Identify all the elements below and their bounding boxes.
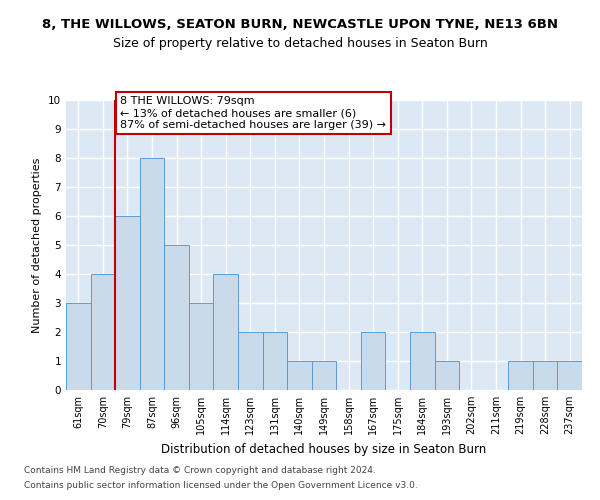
- Bar: [508, 361, 533, 390]
- Bar: [557, 361, 582, 390]
- Bar: [164, 245, 189, 390]
- Text: Size of property relative to detached houses in Seaton Burn: Size of property relative to detached ho…: [113, 38, 487, 51]
- Bar: [410, 332, 434, 390]
- Y-axis label: Number of detached properties: Number of detached properties: [32, 158, 43, 332]
- Text: Contains public sector information licensed under the Open Government Licence v3: Contains public sector information licen…: [24, 481, 418, 490]
- Bar: [189, 303, 214, 390]
- Bar: [533, 361, 557, 390]
- Bar: [263, 332, 287, 390]
- Bar: [115, 216, 140, 390]
- Bar: [140, 158, 164, 390]
- Bar: [238, 332, 263, 390]
- Bar: [66, 303, 91, 390]
- Bar: [434, 361, 459, 390]
- Bar: [91, 274, 115, 390]
- Text: 8 THE WILLOWS: 79sqm
← 13% of detached houses are smaller (6)
87% of semi-detach: 8 THE WILLOWS: 79sqm ← 13% of detached h…: [120, 96, 386, 130]
- X-axis label: Distribution of detached houses by size in Seaton Burn: Distribution of detached houses by size …: [161, 442, 487, 456]
- Bar: [312, 361, 336, 390]
- Bar: [287, 361, 312, 390]
- Bar: [361, 332, 385, 390]
- Text: Contains HM Land Registry data © Crown copyright and database right 2024.: Contains HM Land Registry data © Crown c…: [24, 466, 376, 475]
- Text: 8, THE WILLOWS, SEATON BURN, NEWCASTLE UPON TYNE, NE13 6BN: 8, THE WILLOWS, SEATON BURN, NEWCASTLE U…: [42, 18, 558, 30]
- Bar: [214, 274, 238, 390]
